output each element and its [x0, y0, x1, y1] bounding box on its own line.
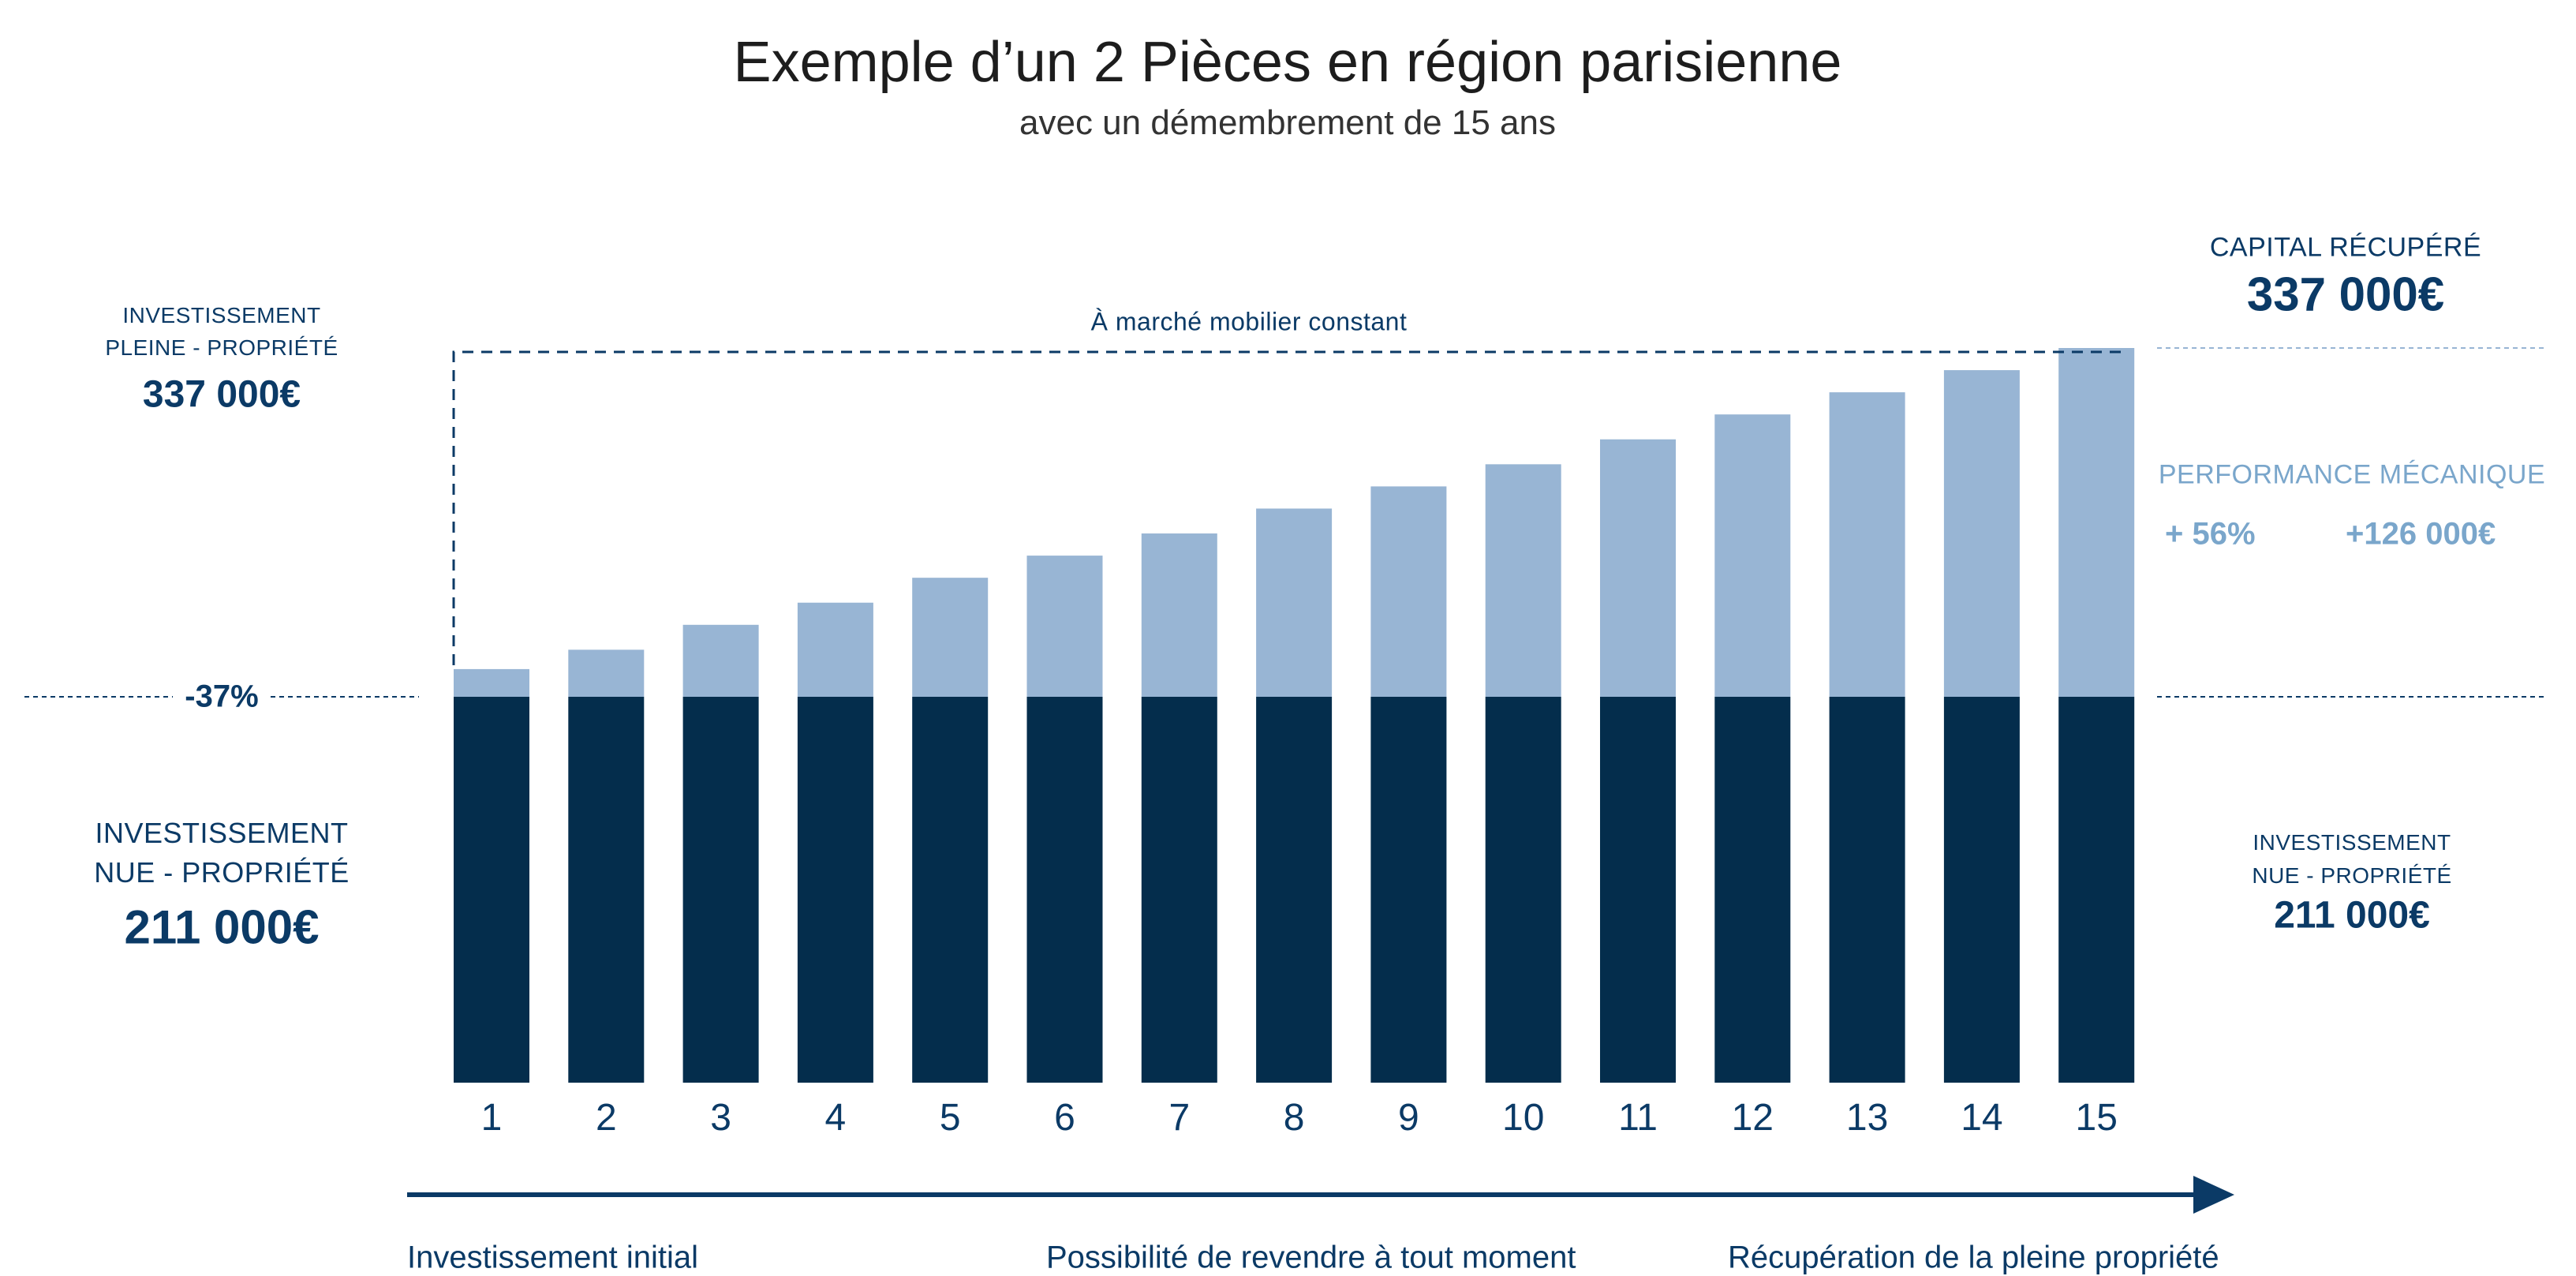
right-bottom-line1: INVESTISSEMENT: [2253, 830, 2451, 855]
bar-plus-value-12: [1714, 414, 1791, 697]
annotation-bracket: [452, 350, 2122, 665]
bar-plus-value-15: [2058, 348, 2135, 697]
bar-plus-value-1: [454, 668, 529, 697]
x-tick-label: 5: [940, 1097, 961, 1139]
x-tick-label: 4: [825, 1097, 847, 1139]
left-top-line1: INVESTISSEMENT: [122, 303, 321, 327]
bar-plus-value-5: [912, 578, 989, 697]
x-tick-label: 8: [1284, 1097, 1305, 1139]
bar-nue-propriete-12: [1714, 697, 1791, 1083]
x-tick-label: 12: [1732, 1097, 1774, 1139]
bar-plus-value-11: [1600, 439, 1676, 697]
right-bottom-line2: NUE - PROPRIÉTÉ: [2252, 863, 2452, 888]
bar-plus-value-3: [682, 624, 759, 697]
left-top-line2: PLEINE - PROPRIÉTÉ: [105, 335, 338, 360]
bar-nue-propriete-4: [797, 697, 873, 1083]
bar-nue-propriete-3: [682, 697, 759, 1083]
annotation-label: À marché mobilier constant: [1090, 307, 1408, 336]
x-tick-label: 7: [1168, 1097, 1190, 1139]
left-top-value: 337 000€: [142, 373, 301, 416]
bar-nue-propriete-8: [1256, 697, 1333, 1083]
bar-nue-propriete-13: [1829, 697, 1905, 1083]
bar-plus-value-14: [1943, 370, 2020, 697]
bar-nue-propriete-1: [454, 697, 529, 1083]
bar-nue-propriete-15: [2058, 697, 2135, 1083]
bar-nue-propriete-5: [912, 697, 989, 1083]
discount-label: -37%: [185, 679, 259, 714]
bar-nue-propriete-9: [1370, 697, 1447, 1083]
x-tick-label: 13: [1846, 1097, 1888, 1139]
capital-label: CAPITAL RÉCUPÉRÉ: [2209, 232, 2482, 263]
bar-nue-propriete-10: [1485, 697, 1561, 1083]
x-tick-label: 9: [1398, 1097, 1419, 1139]
x-tick-label: 6: [1054, 1097, 1075, 1139]
timeline-end-label: Récupération de la pleine propriété: [1728, 1240, 2219, 1275]
bar-plus-value-2: [568, 649, 645, 697]
bar-nue-propriete-14: [1943, 697, 2020, 1083]
x-tick-label: 10: [1502, 1097, 1544, 1139]
bar-plus-value-6: [1026, 556, 1103, 697]
capital-value: 337 000€: [2246, 268, 2445, 321]
bar-nue-propriete-2: [568, 697, 645, 1083]
performance-value: +126 000€: [2346, 516, 2496, 552]
bar-plus-value-7: [1141, 533, 1217, 697]
chart-subtitle: avec un démembrement de 15 ans: [1019, 103, 1556, 142]
bar-plus-value-4: [797, 602, 873, 697]
x-tick-label: 1: [481, 1097, 503, 1139]
bar-nue-propriete-6: [1026, 697, 1103, 1083]
performance-label: PERFORMANCE MÉCANIQUE: [2158, 459, 2546, 490]
performance-percent: + 56%: [2165, 516, 2256, 552]
bar-plus-value-10: [1485, 464, 1561, 697]
bar-nue-propriete-7: [1141, 697, 1217, 1083]
right-bottom-value: 211 000€: [2274, 894, 2430, 937]
left-bottom-line1: INVESTISSEMENT: [95, 817, 349, 849]
timeline-middle-label: Possibilité de revendre à tout moment: [1046, 1240, 1576, 1275]
bar-plus-value-9: [1370, 486, 1447, 697]
bar-plus-value-8: [1256, 508, 1333, 697]
timeline-arrow-head: [2193, 1176, 2234, 1214]
x-tick-label: 15: [2076, 1097, 2118, 1139]
bar-nue-propriete-11: [1600, 697, 1676, 1083]
timeline-start-label: Investissement initial: [407, 1240, 699, 1275]
left-bottom-value: 211 000€: [124, 900, 320, 954]
left-bottom-line2: NUE - PROPRIÉTÉ: [94, 856, 350, 889]
x-tick-label: 14: [1961, 1097, 2002, 1139]
x-tick-label: 11: [1618, 1097, 1658, 1139]
x-tick-label: 2: [596, 1097, 617, 1139]
x-tick-label: 3: [710, 1097, 731, 1139]
chart-title: Exemple d’un 2 Pièces en région parisien…: [733, 31, 1842, 94]
bar-plus-value-13: [1829, 392, 1905, 697]
